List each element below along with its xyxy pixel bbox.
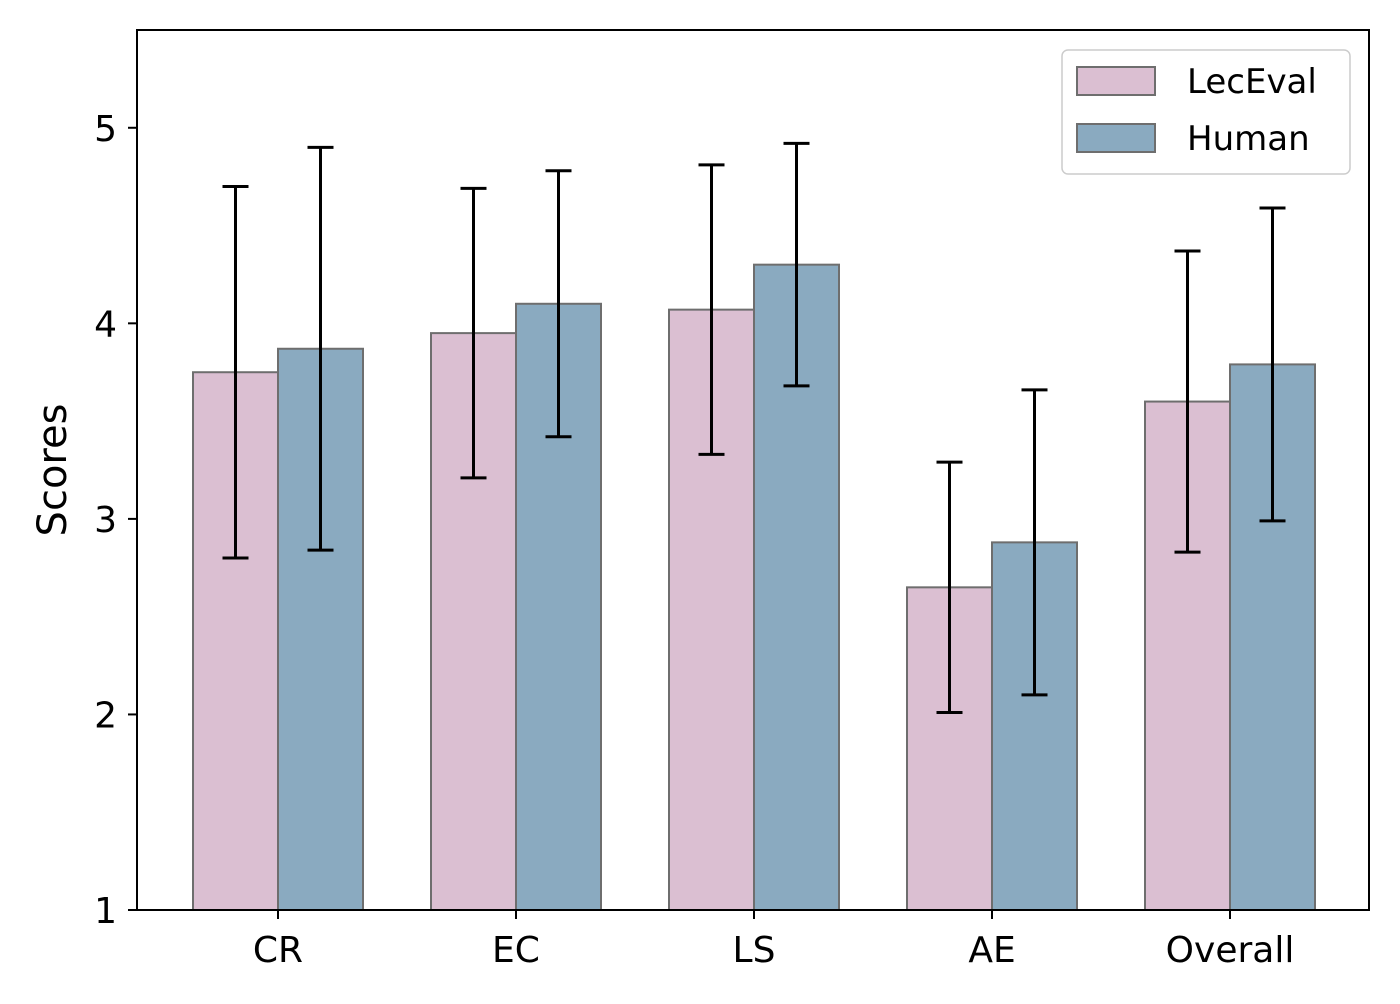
- x-tick-label: Overall: [1166, 930, 1295, 971]
- y-tick-label: 4: [94, 304, 117, 345]
- error-bar-human-overall: [1259, 206, 1286, 523]
- error-bar-human-cr: [307, 145, 334, 552]
- x-tick-label: LS: [733, 930, 776, 971]
- y-tick-label: 3: [94, 500, 117, 541]
- legend-label-human: Human: [1187, 119, 1310, 159]
- x-axis: CR EC LS AE Overall: [253, 910, 1294, 971]
- x-tick-label: CR: [253, 930, 303, 971]
- legend-swatch-leceval: [1076, 66, 1156, 96]
- error-bar-leceval-ls: [698, 163, 725, 456]
- error-bar-human-ls: [783, 141, 810, 388]
- y-tick-label: 1: [94, 891, 117, 932]
- y-axis-label: Scores: [30, 404, 76, 537]
- error-bar-leceval-overall: [1174, 249, 1201, 554]
- error-bars-layer: [222, 141, 1286, 714]
- x-tick-label: AE: [968, 930, 1015, 971]
- y-axis: 1 2 3 4 5: [94, 109, 137, 932]
- error-bar-human-ae: [1021, 388, 1048, 697]
- error-bar-leceval-ae: [936, 460, 963, 714]
- legend-swatch-human: [1076, 123, 1156, 153]
- legend-label-leceval: LecEval: [1187, 62, 1317, 102]
- legend: LecEval Human: [1061, 49, 1351, 175]
- error-bar-leceval-ec: [460, 186, 487, 480]
- x-tick-label: EC: [492, 930, 540, 971]
- error-bar-human-ec: [545, 169, 572, 439]
- error-bar-leceval-cr: [222, 184, 249, 560]
- bars-layer: [192, 263, 1316, 912]
- y-tick-label: 5: [94, 109, 117, 150]
- y-tick-label: 2: [94, 695, 117, 736]
